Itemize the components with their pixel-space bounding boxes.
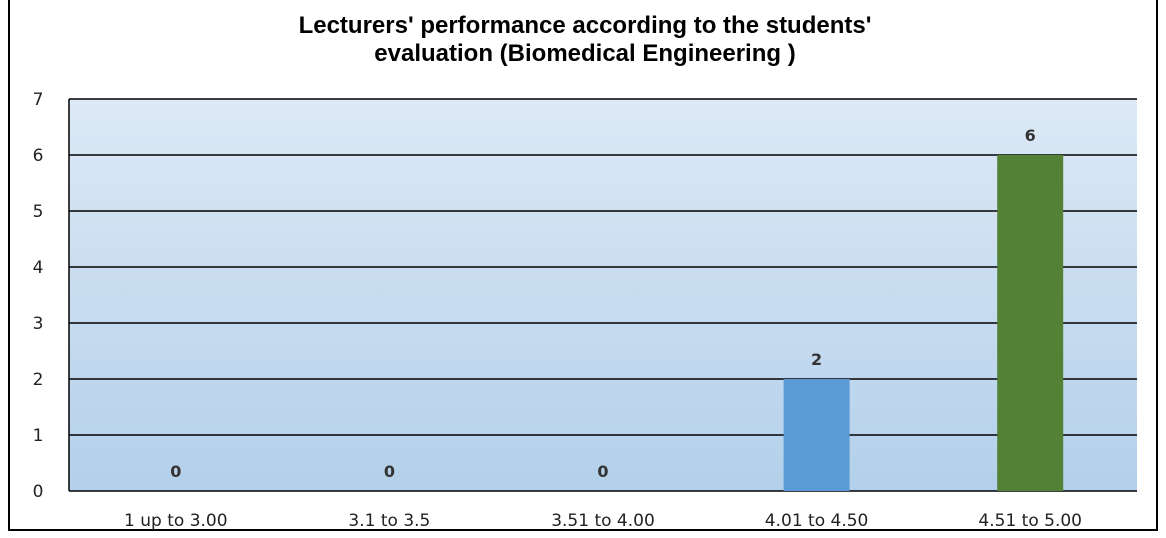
y-tick-label: 4	[33, 258, 44, 278]
x-tick-label: 3.51 to 4.00	[551, 511, 655, 531]
data-label: 0	[170, 462, 181, 481]
x-tick-label: 1 up to 3.00	[124, 511, 228, 531]
x-axis-ticks: 1 up to 3.00 3.1 to 3.5 3.51 to 4.00 4.01 t…	[124, 511, 1082, 531]
chart-title: Lecturers' performance according to the …	[10, 12, 1160, 68]
data-labels: 0 0 0 2 6	[170, 126, 1036, 481]
y-tick-label: 5	[33, 202, 44, 222]
y-tick-label: 0	[33, 482, 44, 502]
x-tick-label: 3.1 to 3.5	[348, 511, 430, 531]
x-tick-label: 4.01 to 4.50	[765, 511, 869, 531]
data-label: 0	[597, 462, 608, 481]
y-tick-label: 7	[33, 90, 44, 110]
data-label: 2	[811, 350, 822, 369]
chart-title-line-2: evaluation (Biomedical Engineering )	[374, 40, 796, 67]
plot-area	[69, 99, 1137, 491]
y-tick-label: 1	[33, 426, 44, 446]
bar	[783, 379, 850, 491]
data-label: 6	[1025, 126, 1036, 145]
data-label: 0	[384, 462, 395, 481]
x-tick-label: 4.51 to 5.00	[978, 511, 1082, 531]
y-axis-ticks: 0 1 2 3 4 5 6 7	[33, 90, 44, 502]
y-tick-label: 6	[33, 146, 44, 166]
grid-lines	[69, 98, 1137, 492]
chart-title-line-1: Lecturers' performance according to the …	[298, 12, 872, 39]
y-tick-label: 2	[33, 370, 44, 390]
y-tick-label: 3	[33, 314, 44, 334]
bar	[997, 155, 1064, 491]
bars	[783, 155, 1064, 491]
